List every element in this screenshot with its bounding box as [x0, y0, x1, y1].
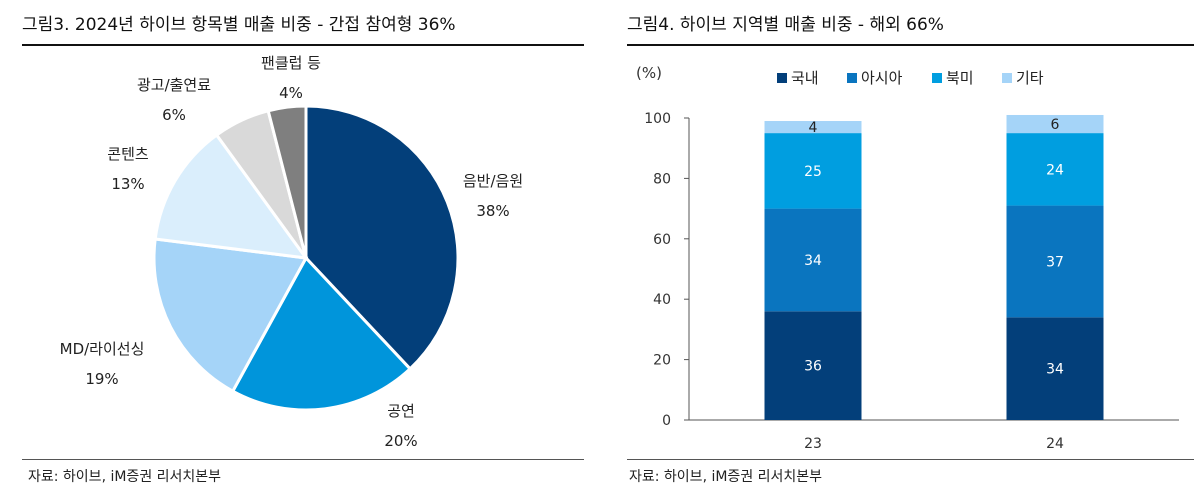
bar-value-label: 25 [804, 164, 822, 180]
pie-slice-label: MD/라이선싱 [60, 340, 145, 358]
pie-slice-percent: 13% [111, 175, 144, 193]
bottom-rule [627, 459, 1194, 460]
top-rule [22, 44, 584, 46]
pie-slice-label: 팬클럽 등 [261, 54, 321, 72]
bar-segment-아시아 [1006, 205, 1104, 318]
legend-swatch [777, 73, 787, 83]
bar-value-label: 34 [1046, 362, 1064, 378]
pie-slice-percent: 20% [384, 432, 417, 450]
legend-label: 북미 [946, 69, 974, 87]
bar-segment-기타 [764, 121, 862, 134]
y-tick-label: 20 [653, 353, 671, 369]
pie-slice-label: 콘텐츠 [107, 145, 149, 163]
bar-chart-source: 자료: 하이브, iM증권 리서치본부 [629, 469, 823, 485]
y-tick-label: 60 [653, 232, 671, 248]
legend-label: 기타 [1016, 69, 1044, 87]
pie-slice-label: 광고/출연료 [137, 76, 211, 94]
bar-segment-북미 [1006, 133, 1104, 206]
bar-chart: (%) 국내 아시아 북미 기타 0 20 40 60 80 100 36 34 25 4 23 34 37 24 6… [636, 64, 1179, 452]
x-tick-label: 23 [804, 436, 822, 452]
bar-value-label: 24 [1046, 162, 1064, 178]
y-axis-unit-label: (%) [636, 64, 662, 82]
bottom-rule [22, 459, 584, 460]
pie-slice-1 [304, 104, 460, 371]
pie-slice-label: 음반/음원 [463, 172, 523, 190]
pie-slice-4 [153, 132, 310, 260]
pie-chart-panel: 그림3. 2024년 하이브 항목별 매출 비중 - 간접 참여형 36% 음반… [0, 0, 590, 494]
bar-chart-title: 그림4. 하이브 지역별 매출 비중 - 해외 66% [627, 15, 944, 35]
bar-chart-panel: 그림4. 하이브 지역별 매출 비중 - 해외 66% (%) 국내 아시아 북미 기타… [607, 0, 1200, 494]
legend-swatch [847, 73, 857, 83]
bar-segment-북미 [764, 133, 862, 209]
y-tick-label: 100 [644, 111, 671, 127]
bar-segment-국내 [764, 311, 862, 420]
bar-value-label: 34 [804, 253, 822, 269]
bar-value-label: 37 [1046, 254, 1064, 270]
pie-slice-label: 공연 [387, 402, 415, 420]
pie-chart-source: 자료: 하이브, iM증권 리서치본부 [28, 469, 222, 485]
legend-label: 아시아 [861, 69, 903, 87]
bar-value-label: 36 [804, 359, 822, 375]
pie-slice-6 [266, 104, 308, 259]
pie-slice-percent: 19% [85, 370, 118, 388]
legend-swatch [1002, 73, 1012, 83]
x-tick-label: 24 [1046, 436, 1064, 452]
legend-swatch [932, 73, 942, 83]
legend-label: 국내 [791, 69, 819, 87]
pie-slice-2 [230, 255, 413, 412]
pie-slice-percent: 4% [279, 84, 303, 102]
y-tick-label: 80 [653, 171, 671, 187]
top-rule [627, 44, 1194, 46]
pie-slice-percent: 6% [162, 106, 186, 124]
bar-value-label: 6 [1051, 117, 1060, 133]
bar-segment-국내 [1006, 317, 1104, 420]
pie-chart-title: 그림3. 2024년 하이브 항목별 매출 비중 - 간접 참여형 36% [22, 15, 456, 35]
pie-chart: 음반/음원 38% 공연 20% MD/라이선싱 19% 콘텐츠 13% 광고/출연료 6% 팬클럽… [60, 54, 524, 450]
bar-segment-기타 [1006, 114, 1104, 134]
bar-segment-아시아 [764, 208, 862, 312]
bar-value-label: 4 [809, 120, 818, 136]
y-tick-label: 40 [653, 292, 671, 308]
pie-slice-percent: 38% [476, 202, 509, 220]
pie-slice-3 [152, 237, 309, 394]
y-tick-label: 0 [662, 413, 671, 429]
